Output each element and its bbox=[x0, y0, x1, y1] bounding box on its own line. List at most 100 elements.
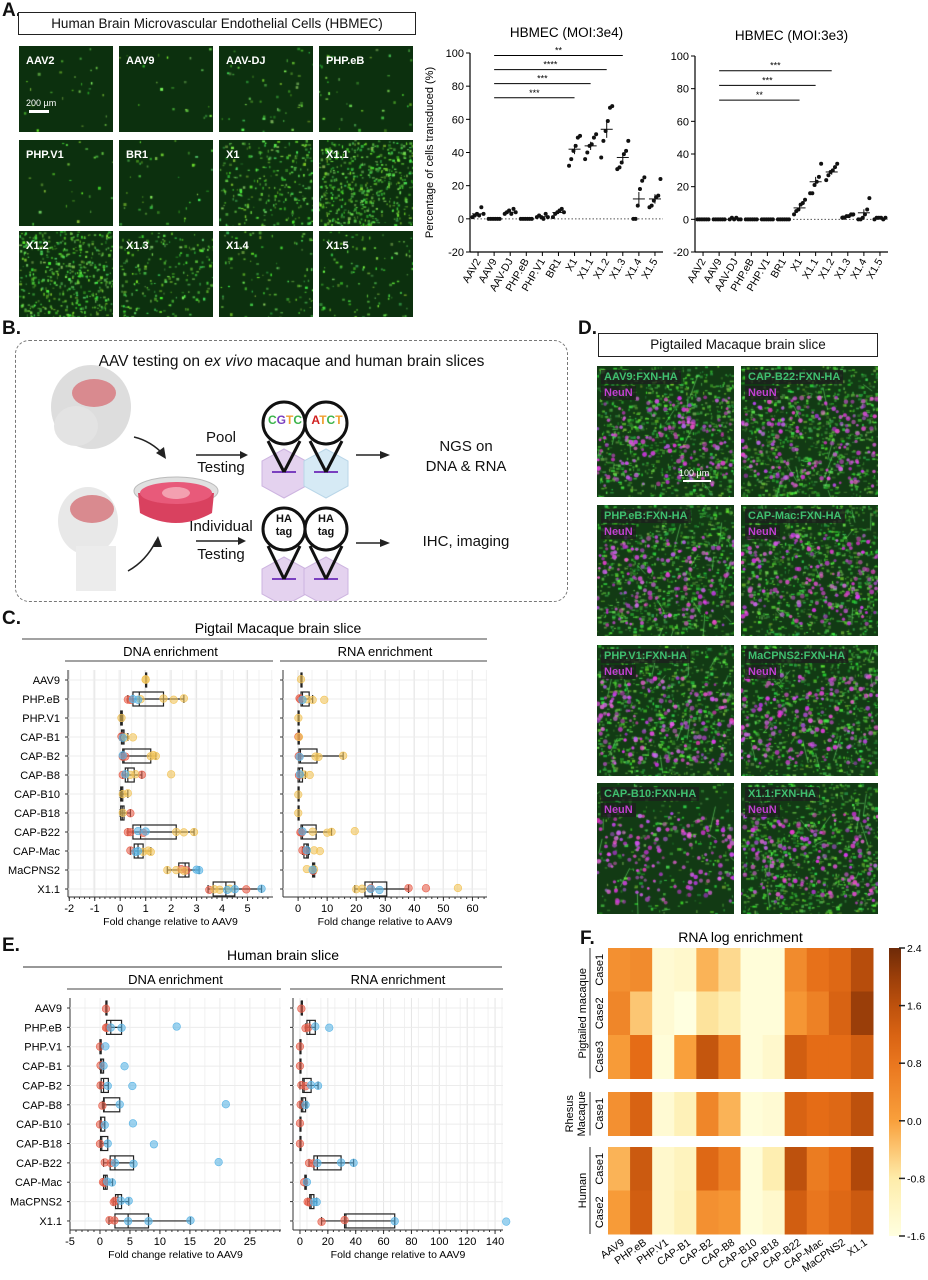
data-point-blue bbox=[129, 1159, 138, 1168]
x-tick-label: X1.5 bbox=[639, 256, 660, 281]
tile-marker-label: NeuN bbox=[745, 665, 780, 679]
data-point-yellow bbox=[167, 770, 176, 779]
row-label: MaCPNS2 bbox=[8, 865, 60, 877]
data-point-blue bbox=[103, 1081, 112, 1091]
data-point-blue bbox=[336, 1158, 346, 1167]
heatmap-cell bbox=[850, 1147, 874, 1191]
data-point-yellow bbox=[179, 694, 188, 703]
heatmap-cell bbox=[674, 1147, 697, 1191]
chart-title: Human brain slice bbox=[227, 947, 339, 963]
data-point-blue bbox=[295, 770, 304, 779]
data-point-red bbox=[404, 883, 413, 893]
data-point-yellow bbox=[131, 770, 140, 779]
data-point-blue bbox=[133, 826, 143, 836]
panel-subtitle: RNA enrichment bbox=[338, 644, 433, 659]
data-point-yellow bbox=[159, 694, 168, 703]
data-point-blue bbox=[133, 847, 143, 856]
data-point-blue bbox=[502, 1217, 511, 1226]
x-tick-label: 2 bbox=[168, 903, 174, 915]
x-tick-label: 0 bbox=[297, 1236, 303, 1248]
data-point bbox=[583, 157, 588, 162]
tile-label: AAV9 bbox=[126, 55, 155, 67]
colorbar bbox=[889, 948, 901, 1236]
data-point-blue bbox=[325, 1023, 334, 1032]
data-point-blue bbox=[133, 695, 143, 704]
heatmap-cell bbox=[762, 1190, 786, 1235]
heatmap-cell bbox=[850, 1190, 874, 1235]
tile-vector-label: CAP-B10:FXN-HA bbox=[601, 787, 700, 801]
data-point-red bbox=[110, 1216, 119, 1225]
x-tick-label: 15 bbox=[184, 1236, 196, 1248]
data-point-blue bbox=[144, 1217, 153, 1226]
x-tick-label: 30 bbox=[379, 903, 391, 915]
data-point-blue bbox=[298, 695, 307, 705]
heatmap-cell bbox=[652, 948, 675, 992]
data-point-blue bbox=[99, 1061, 108, 1070]
y-tick-label: 100 bbox=[446, 48, 464, 60]
data-point-blue bbox=[106, 1023, 115, 1032]
row-label: CAP-Mac bbox=[13, 846, 61, 858]
heatmap-cell bbox=[674, 1190, 697, 1235]
x-tick-label: 120 bbox=[458, 1236, 476, 1248]
heatmap-cell bbox=[784, 1035, 808, 1079]
data-point bbox=[601, 138, 606, 143]
y-tick-label: -20 bbox=[673, 247, 689, 259]
significance-label: *** bbox=[770, 61, 781, 71]
tile-label: X1.1 bbox=[326, 149, 349, 161]
microscopy-tile: PHP.V1 bbox=[19, 140, 113, 226]
monkey-head-illustration bbox=[51, 365, 131, 449]
data-point-blue bbox=[221, 1100, 230, 1109]
barcode-letter: C bbox=[326, 413, 336, 427]
microscopy-image bbox=[119, 46, 213, 132]
tile-vector-label: CAP-B22:FXN-HA bbox=[745, 370, 844, 384]
row-label: Case1 bbox=[594, 1098, 606, 1130]
data-point-yellow bbox=[294, 790, 303, 799]
heatmap-cell bbox=[718, 1092, 741, 1136]
heatmap-cell bbox=[806, 1092, 830, 1136]
arrowhead-icon bbox=[152, 536, 162, 547]
x-tick-label: 0 bbox=[295, 903, 301, 915]
data-point-yellow bbox=[141, 675, 150, 684]
row-label: Case1 bbox=[594, 1153, 606, 1185]
pool-label: Pool bbox=[205, 429, 237, 446]
heatmap-cell bbox=[762, 1035, 786, 1079]
heatmap-cell bbox=[762, 1147, 786, 1191]
data-point bbox=[642, 175, 647, 180]
panel-label-f: F. bbox=[580, 928, 595, 949]
barcode-1: CGTC bbox=[264, 413, 306, 427]
y-tick-label: 60 bbox=[677, 116, 689, 128]
row-label: CAP-B8 bbox=[22, 1100, 62, 1112]
group-label: Pigtailed macaque bbox=[577, 968, 589, 1059]
tile-label: X1.2 bbox=[26, 240, 49, 252]
scale-bar-label: 100 µm bbox=[679, 468, 710, 478]
significance-label: *** bbox=[762, 75, 773, 85]
data-point-blue bbox=[195, 866, 204, 875]
data-point-red bbox=[295, 1061, 305, 1071]
data-point-yellow bbox=[215, 885, 224, 894]
data-point-red bbox=[96, 1081, 105, 1090]
heatmap-cell bbox=[630, 991, 653, 1036]
heatmap-cell bbox=[696, 1190, 719, 1235]
heatmap-cell bbox=[652, 1190, 675, 1235]
data-point-blue bbox=[128, 1081, 137, 1091]
row-label: CAP-B1 bbox=[22, 1061, 62, 1073]
heatmap-cell bbox=[630, 1035, 653, 1079]
data-point-blue bbox=[257, 884, 266, 893]
x-axis-label: Fold change relative to AAV9 bbox=[108, 1249, 243, 1261]
data-point bbox=[591, 135, 596, 140]
heatmap-cell bbox=[740, 1092, 764, 1136]
microscopy-image bbox=[19, 140, 113, 226]
tile-label: PHP.eB bbox=[326, 55, 365, 67]
barcode-2: ATCT bbox=[306, 413, 348, 427]
data-point-blue bbox=[116, 1196, 126, 1205]
heatmap-cell bbox=[652, 1147, 675, 1191]
heatmap-cell bbox=[762, 1092, 786, 1136]
data-point-yellow bbox=[128, 733, 138, 742]
x-tick-label: 5 bbox=[244, 903, 250, 915]
ihc-image-tile: X1.1:FXN-HA NeuN bbox=[741, 783, 878, 914]
human-head-illustration bbox=[58, 487, 118, 591]
heatmap-cell bbox=[696, 1035, 719, 1079]
data-point bbox=[637, 186, 642, 191]
panel-subtitle: RNA enrichment bbox=[351, 972, 446, 987]
ha-tag-label-1: HA tag bbox=[275, 513, 293, 538]
